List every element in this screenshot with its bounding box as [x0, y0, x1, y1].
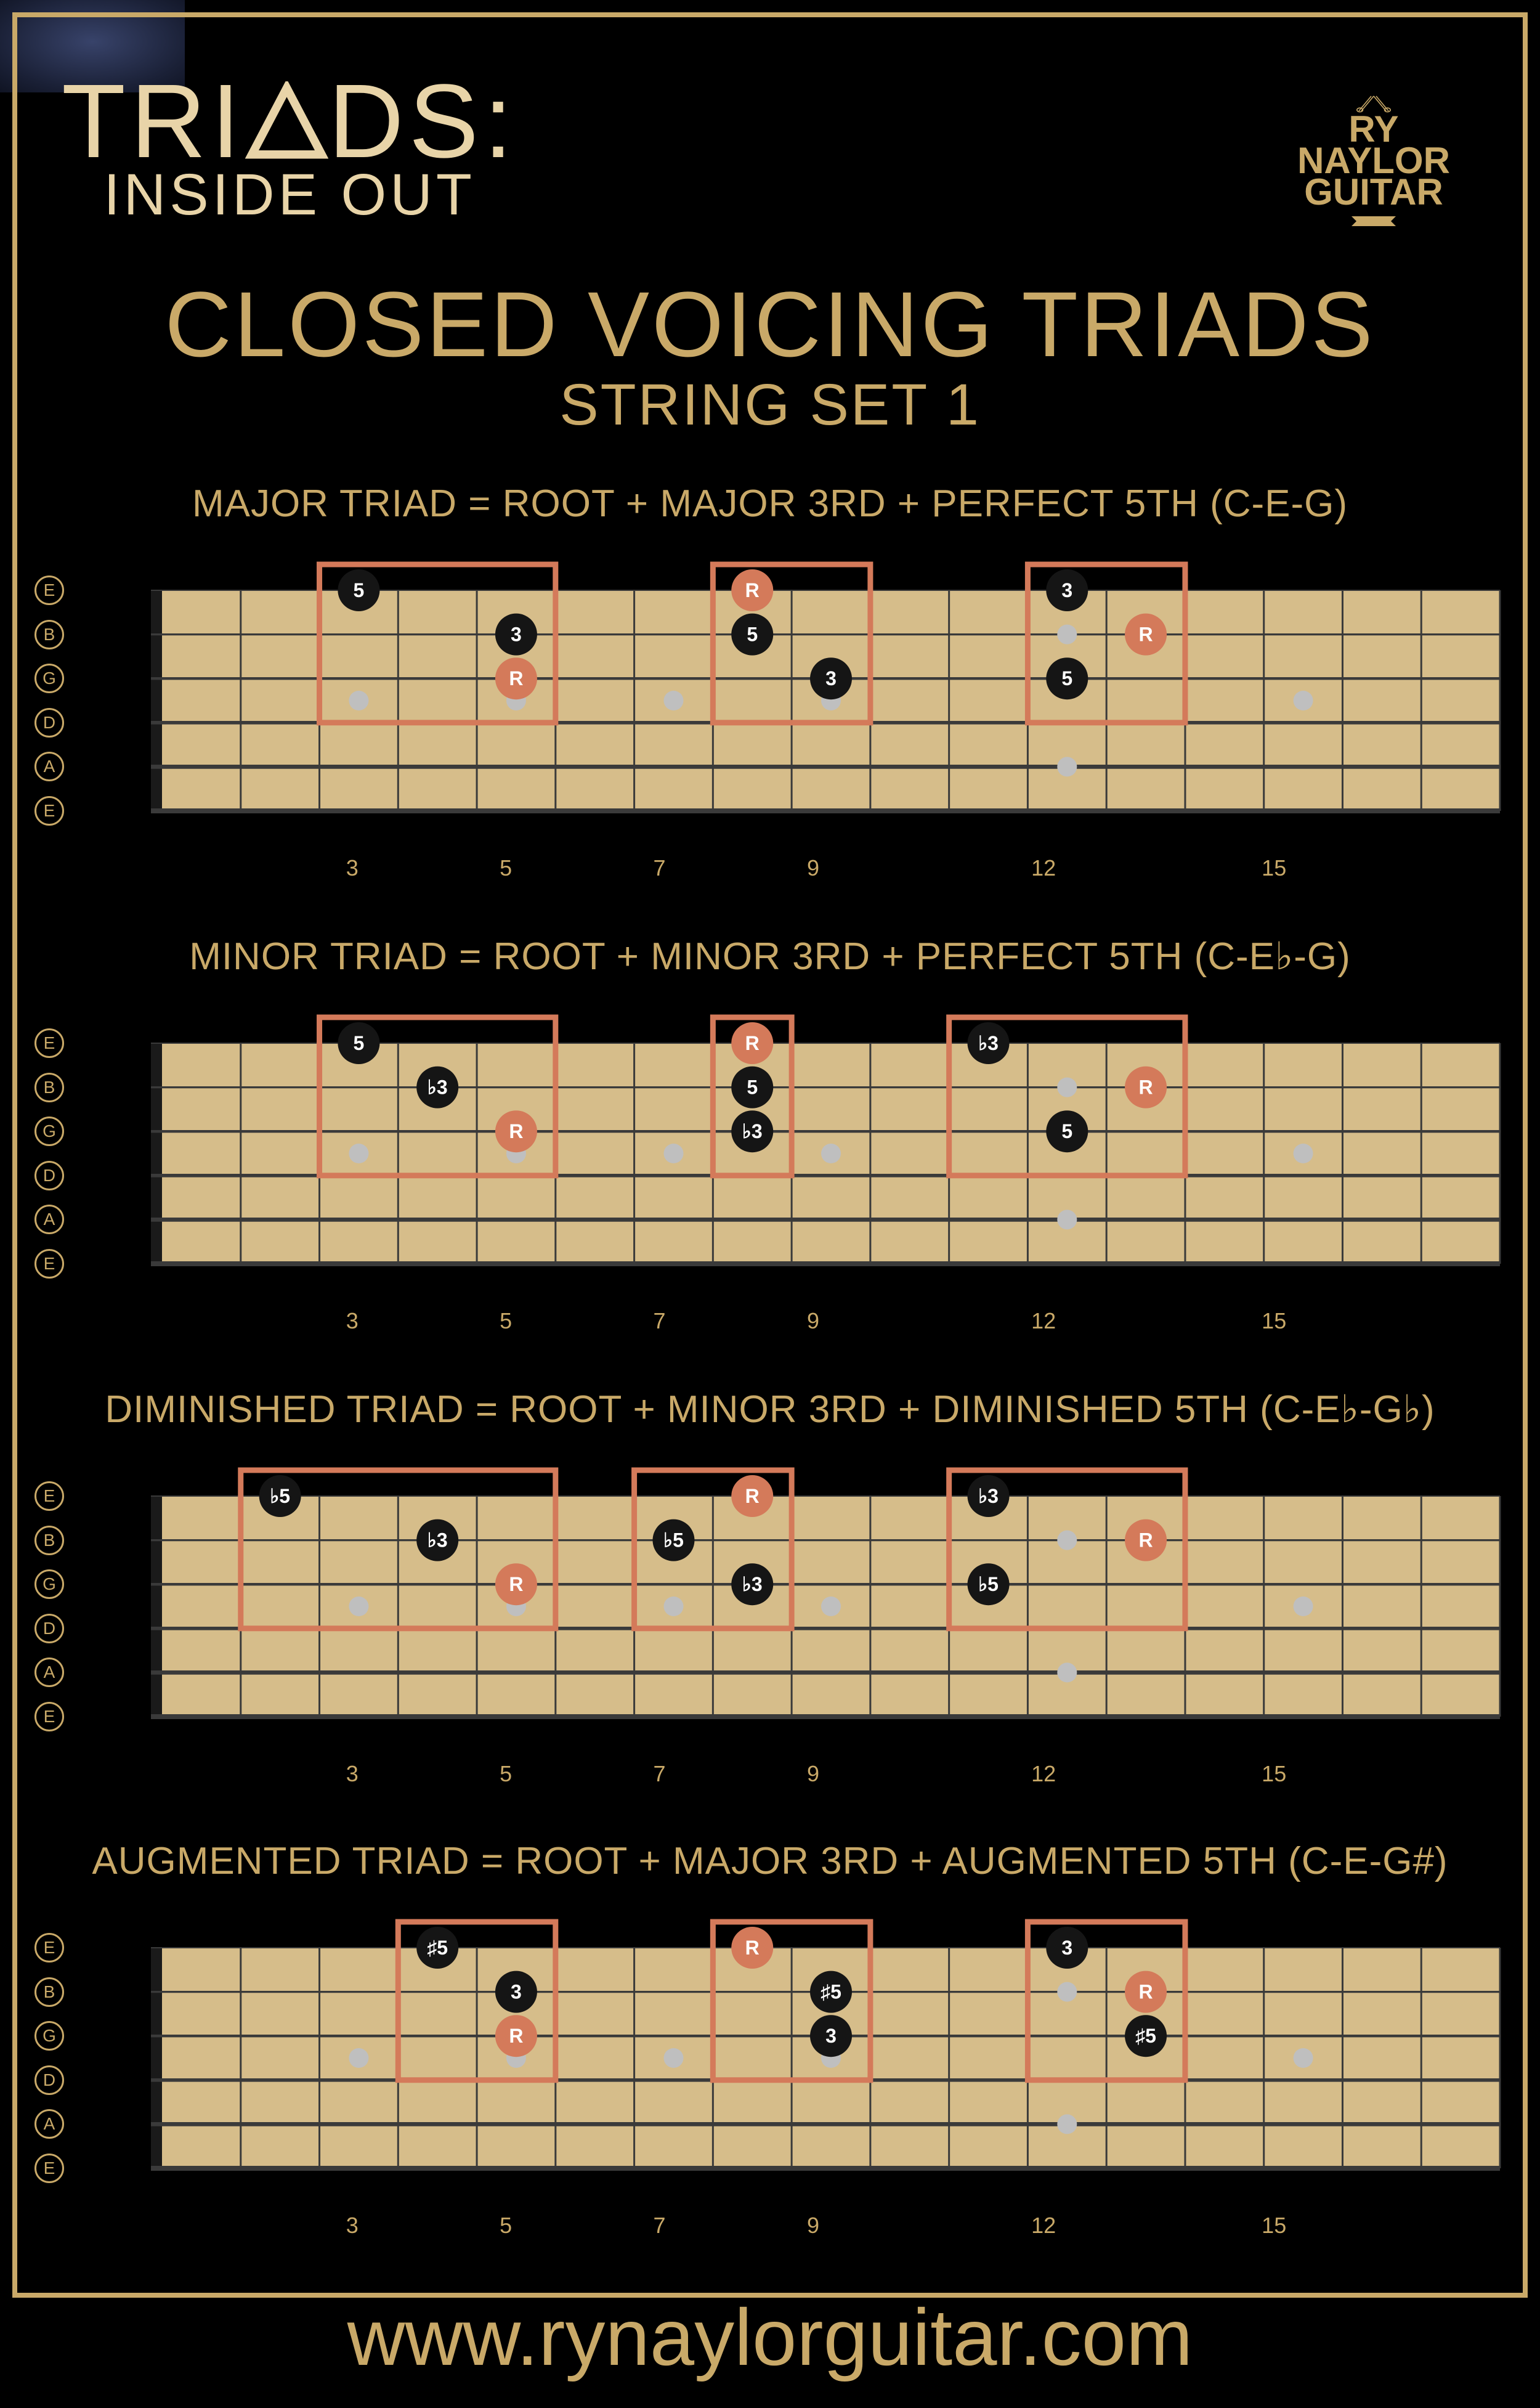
brand-lockup: TRI DS: INSIDE OUT — [62, 74, 517, 222]
svg-text:3: 3 — [1061, 579, 1072, 601]
fretboard-diagram: ♭5 ♭3 R R ♭5 ♭3 ♭3 R ♭5 — [117, 1462, 1534, 1751]
string-label: E — [34, 1249, 64, 1279]
fretboard-wrap: EBGDAE 5♭3RR5♭3♭3R5 35791215 — [74, 1009, 1466, 1334]
svg-text:♯5: ♯5 — [1135, 2025, 1156, 2047]
string-label: D — [34, 708, 64, 738]
svg-text:3: 3 — [511, 1981, 522, 2003]
svg-text:3: 3 — [511, 624, 522, 646]
string-label: D — [34, 2065, 64, 2095]
header: TRI DS: INSIDE OUT — [62, 74, 1478, 246]
string-label: E — [34, 1702, 64, 1731]
svg-text:♭3: ♭3 — [978, 1032, 999, 1054]
svg-text:5: 5 — [747, 1076, 758, 1099]
string-label: G — [34, 1117, 64, 1146]
svg-text:R: R — [509, 667, 523, 689]
svg-text:5: 5 — [354, 1032, 365, 1054]
svg-text:5: 5 — [1061, 667, 1072, 689]
sections-container: MAJOR TRIAD = ROOT + MAJOR 3RD + PERFECT… — [62, 482, 1478, 2291]
svg-text:♭3: ♭3 — [978, 1485, 999, 1507]
titles: CLOSED VOICING TRIADS STRING SET 1 — [62, 271, 1478, 439]
fretboard-diagram: 5 3 R R 5 3 3 R 5 — [117, 556, 1534, 845]
svg-text:♭3: ♭3 — [428, 1076, 448, 1099]
svg-text:R: R — [745, 1032, 760, 1054]
string-label: G — [34, 2021, 64, 2051]
string-label: D — [34, 1614, 64, 1643]
string-label: D — [34, 1161, 64, 1190]
svg-text:3: 3 — [1061, 1937, 1072, 1959]
string-label: E — [34, 2154, 64, 2183]
svg-text:♭5: ♭5 — [978, 1573, 999, 1595]
main-title: CLOSED VOICING TRIADS — [62, 271, 1478, 378]
string-label: E — [34, 1481, 64, 1511]
string-label: G — [34, 664, 64, 693]
string-label: B — [34, 1073, 64, 1102]
svg-text:♭3: ♭3 — [742, 1573, 763, 1595]
svg-text:R: R — [1139, 1529, 1153, 1552]
triad-section: DIMINISHED TRIAD = ROOT + MINOR 3RD + DI… — [62, 1386, 1478, 1787]
section-label: DIMINISHED TRIAD = ROOT + MINOR 3RD + DI… — [62, 1386, 1478, 1431]
svg-text:♯5: ♯5 — [821, 1981, 841, 2003]
ry-naylor-logo: RY NAYLOR GUITAR — [1269, 74, 1478, 246]
triad-section: MAJOR TRIAD = ROOT + MAJOR 3RD + PERFECT… — [62, 482, 1478, 881]
string-label: B — [34, 620, 64, 649]
svg-text:R: R — [745, 1937, 760, 1959]
brand-bottom: INSIDE OUT — [62, 169, 517, 222]
svg-text:5: 5 — [1061, 1120, 1072, 1142]
fret-numbers: 35791215 — [160, 1761, 1466, 1787]
sub-title: STRING SET 1 — [62, 372, 1478, 439]
string-label: G — [34, 1569, 64, 1599]
svg-text:R: R — [1139, 1076, 1153, 1099]
fretboard-wrap: EBGDAE 53RR533R5 35791215 — [74, 556, 1466, 881]
section-label: MAJOR TRIAD = ROOT + MAJOR 3RD + PERFECT… — [62, 482, 1478, 526]
triangle-icon — [245, 74, 328, 169]
fret-numbers: 35791215 — [160, 1308, 1466, 1334]
fretboard-diagram: 5 ♭3 R R 5 ♭3 ♭3 R 5 — [117, 1009, 1534, 1298]
svg-text:R: R — [745, 579, 760, 601]
string-label: E — [34, 576, 64, 605]
string-label: E — [34, 1028, 64, 1058]
triad-section: AUGMENTED TRIAD = ROOT + MAJOR 3RD + AUG… — [62, 1839, 1478, 2239]
site-url: www.rynaylorguitar.com — [62, 2291, 1478, 2408]
svg-text:R: R — [1139, 624, 1153, 646]
content: TRI DS: INSIDE OUT — [25, 25, 1515, 2285]
logo-text: RY NAYLOR GUITAR — [1297, 113, 1450, 208]
svg-text:♭3: ♭3 — [428, 1529, 448, 1552]
string-label: E — [34, 796, 64, 826]
brand-top: TRI DS: — [62, 74, 517, 169]
svg-text:♭5: ♭5 — [270, 1485, 290, 1507]
string-label: B — [34, 1526, 64, 1555]
svg-text:3: 3 — [825, 2025, 837, 2047]
string-label: E — [34, 1933, 64, 1963]
fretboard-diagram: ♯5 3 R R ♯5 3 3 R ♯5 — [117, 1914, 1534, 2202]
svg-text:♭3: ♭3 — [742, 1120, 763, 1142]
fret-numbers: 35791215 — [160, 855, 1466, 881]
svg-text:3: 3 — [825, 667, 837, 689]
ribbon-icon — [1349, 211, 1398, 231]
svg-text:R: R — [1139, 1981, 1153, 2003]
string-label: B — [34, 1977, 64, 2007]
svg-text:5: 5 — [747, 624, 758, 646]
svg-text:R: R — [745, 1485, 760, 1507]
string-label: A — [34, 1658, 64, 1687]
string-label: A — [34, 2109, 64, 2139]
brand-pre: TRI — [62, 75, 245, 169]
string-label: A — [34, 1205, 64, 1234]
fret-numbers: 35791215 — [160, 2213, 1466, 2239]
section-label: AUGMENTED TRIAD = ROOT + MAJOR 3RD + AUG… — [62, 1839, 1478, 1883]
svg-text:R: R — [509, 1120, 523, 1142]
svg-text:♯5: ♯5 — [427, 1937, 448, 1959]
section-label: MINOR TRIAD = ROOT + MINOR 3RD + PERFECT… — [62, 934, 1478, 978]
svg-text:R: R — [509, 1573, 523, 1595]
brand-post: DS: — [328, 75, 517, 169]
triad-section: MINOR TRIAD = ROOT + MINOR 3RD + PERFECT… — [62, 934, 1478, 1334]
svg-text:R: R — [509, 2025, 523, 2047]
infographic-page: TRI DS: INSIDE OUT — [0, 0, 1540, 2310]
fretboard-wrap: EBGDAE ♭5♭3RR♭5♭3♭3R♭5 35791215 — [74, 1462, 1466, 1787]
svg-text:♭5: ♭5 — [663, 1529, 684, 1552]
string-label: A — [34, 752, 64, 781]
fretboard-wrap: EBGDAE ♯53RR♯533R♯5 35791215 — [74, 1914, 1466, 2239]
svg-text:5: 5 — [354, 579, 365, 601]
